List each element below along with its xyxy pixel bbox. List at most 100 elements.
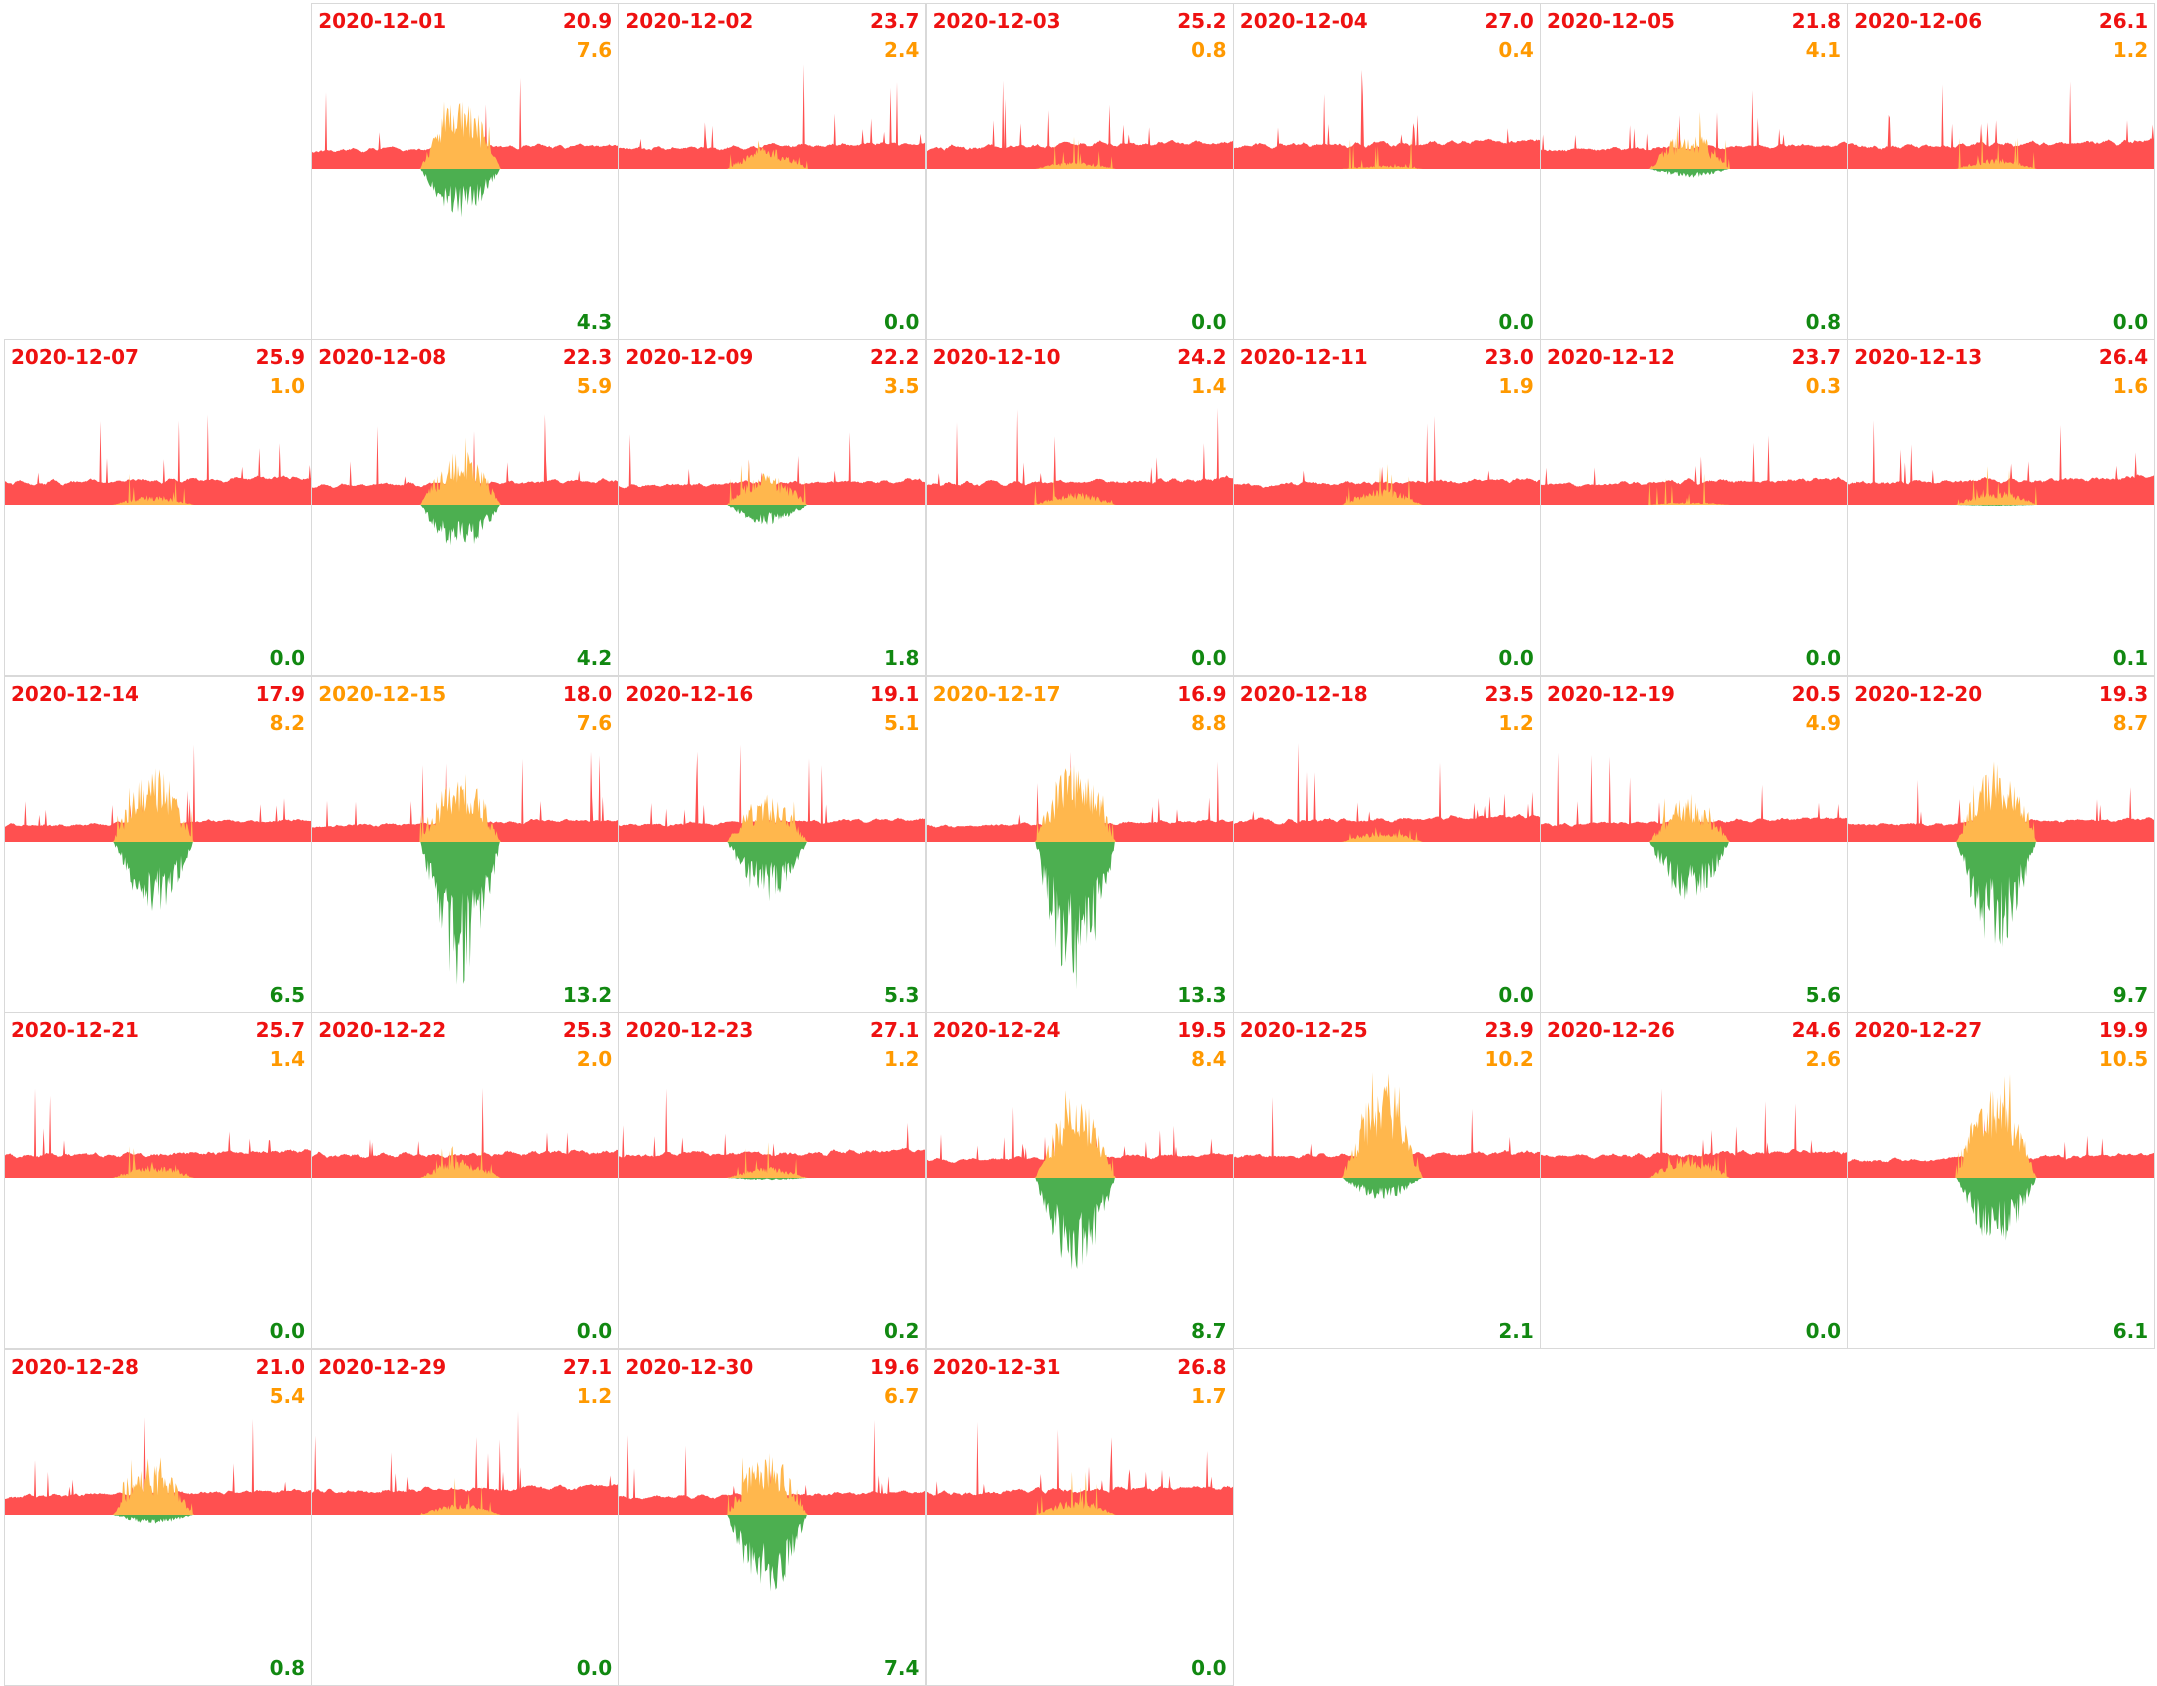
day-date-label: 2020-12-31 [932,1354,1061,1379]
day-chart [926,1090,1233,1270]
export-area [312,505,619,546]
day-date-label: 2020-12-26 [1547,1018,1675,1043]
day-cell: 2020-12-08 22.3 5.9 4.2 [311,339,620,677]
export-total-label: 13.2 [562,982,613,1007]
consumption-area [1541,1088,1847,1179]
consumption-area [926,1421,1233,1515]
self-consumption-total-label: 8.8 [1191,710,1227,735]
day-chart [1848,81,2155,169]
day-chart [1233,742,1540,842]
consumption-total-label: 23.0 [1484,345,1534,370]
day-date-label: 2020-12-11 [1239,345,1368,370]
day-cell: 2020-12-03 25.2 0.8 0.0 [925,3,1234,340]
day-chart [926,80,1233,169]
day-date-label: 2020-12-28 [11,1354,139,1379]
export-area [1848,1178,2155,1241]
consumption-total-label: 25.9 [255,345,305,370]
consumption-area [926,80,1233,169]
self-consumption-total-label: 1.4 [269,1047,305,1072]
self-consumption-total-label: 3.5 [883,374,920,399]
day-date-label: 2020-12-21 [11,1018,139,1043]
export-total-label: 9.7 [2112,982,2149,1007]
consumption-total-label: 22.2 [870,345,920,370]
self-consumption-total-label: 5.1 [883,710,920,735]
day-chart [1541,752,1847,900]
day-chart [1233,416,1540,506]
self-consumption-area [5,474,311,506]
export-total-label: 0.0 [576,1319,613,1344]
day-cell: 2020-12-31 26.8 1.7 0.0 [925,1348,1234,1686]
day-chart [1541,90,1847,178]
export-area [926,841,1233,989]
self-consumption-total-label: 10.2 [1484,1047,1534,1072]
day-date-label: 2020-12-27 [1854,1018,1983,1043]
self-consumption-total-label: 4.1 [1805,38,1841,62]
export-area [312,169,619,218]
day-date-label: 2020-12-13 [1854,345,1983,370]
self-consumption-area [1541,793,1847,842]
consumption-area [926,1106,1233,1179]
day-chart [1848,1074,2155,1241]
day-date-label: 2020-12-07 [11,345,139,370]
day-date-label: 2020-12-02 [625,9,754,33]
day-date-label: 2020-12-08 [318,345,447,370]
self-consumption-total-label: 1.9 [1498,374,1534,399]
consumption-total-label: 16.9 [1177,681,1227,706]
day-date-label: 2020-12-25 [1239,1018,1368,1043]
self-consumption-area [312,101,619,169]
self-consumption-total-label: 1.0 [269,374,305,399]
consumption-total-label: 21.0 [255,1354,305,1379]
self-consumption-area [619,1142,926,1179]
day-date-label: 2020-12-03 [932,9,1061,33]
consumption-area [1848,420,2155,506]
consumption-total-label: 24.2 [1177,345,1227,370]
day-chart [312,751,619,985]
export-total-label: 0.0 [576,1655,613,1680]
consumption-area [619,432,926,506]
export-area [5,841,311,911]
export-total-label: 0.0 [1191,310,1227,334]
consumption-total-label: 25.2 [1177,9,1227,33]
consumption-total-label: 23.7 [1791,345,1841,370]
export-total-label: 5.6 [1805,982,1841,1007]
self-consumption-total-label: 1.2 [576,1383,613,1408]
day-cell: 2020-12-10 24.2 1.4 0.0 [925,339,1234,677]
consumption-total-label: 18.0 [562,681,613,706]
self-consumption-area [5,1456,311,1515]
self-consumption-total-label: 5.4 [269,1383,305,1408]
consumption-area [619,1088,926,1179]
export-total-label: 0.0 [1498,646,1534,671]
day-date-label: 2020-12-18 [1239,681,1368,706]
export-area [312,841,619,985]
export-total-label: 5.3 [883,982,920,1007]
consumption-area [926,408,1233,506]
day-date-label: 2020-12-12 [1547,345,1675,370]
calendar-grid: 2020-12-01 20.9 7.6 4.3 2020-12-02 23.7 2.4 0.0… [4,3,2156,1686]
self-consumption-area [1848,761,2155,842]
self-consumption-area [1233,826,1540,842]
day-cell: 2020-12-04 27.0 0.4 0.0 [1232,3,1541,340]
day-cell: 2020-12-27 19.9 10.5 6.1 [1847,1012,2156,1350]
day-cell: 2020-12-12 23.7 0.3 0.0 [1540,339,1848,677]
day-date-label: 2020-12-17 [932,681,1061,706]
consumption-area [619,744,926,842]
day-cell: 2020-12-15 18.0 7.6 13.2 [311,675,620,1013]
day-date-label: 2020-12-06 [1854,9,1983,33]
day-date-label: 2020-12-30 [625,1354,754,1379]
day-chart [5,744,311,911]
consumption-area [312,751,619,842]
export-total-label: 2.1 [1498,1319,1534,1344]
consumption-total-label: 27.0 [1484,9,1534,33]
export-total-label: 1.8 [883,646,920,671]
day-date-label: 2020-12-24 [932,1018,1061,1043]
consumption-total-label: 25.3 [562,1018,613,1043]
export-total-label: 0.0 [269,1319,305,1344]
export-total-label: 6.5 [269,982,305,1007]
consumption-area [1541,90,1847,169]
consumption-total-label: 27.1 [870,1018,920,1043]
day-cell: 2020-12-16 19.1 5.1 5.3 [618,675,927,1013]
day-cell: 2020-12-02 23.7 2.4 0.0 [618,3,927,340]
self-consumption-total-label: 1.2 [883,1047,920,1072]
export-total-label: 7.4 [883,1655,920,1680]
day-cell: 2020-12-09 22.2 3.5 1.8 [618,339,927,677]
